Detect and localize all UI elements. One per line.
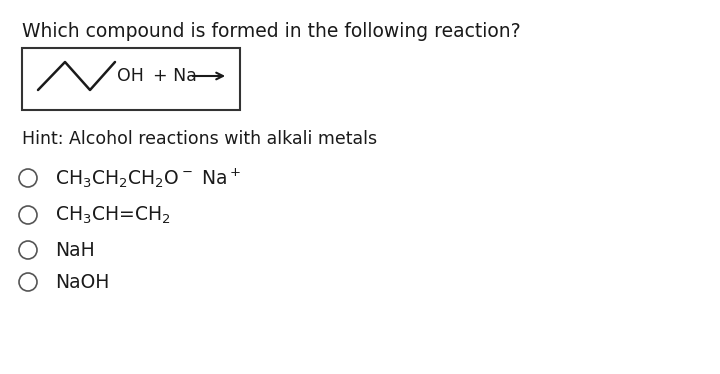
Text: + Na: + Na bbox=[153, 67, 197, 85]
Text: Which compound is formed in the following reaction?: Which compound is formed in the followin… bbox=[22, 22, 521, 41]
Text: CH$_3$CH=CH$_2$: CH$_3$CH=CH$_2$ bbox=[55, 204, 171, 226]
Text: Hint: Alcohol reactions with alkali metals: Hint: Alcohol reactions with alkali meta… bbox=[22, 130, 377, 148]
Bar bbox=[22, 48, 240, 110]
Text: NaOH: NaOH bbox=[55, 273, 109, 291]
Text: NaH: NaH bbox=[55, 240, 95, 260]
Text: OH: OH bbox=[117, 67, 144, 85]
Text: CH$_3$CH$_2$CH$_2$O$^-$ Na$^+$: CH$_3$CH$_2$CH$_2$O$^-$ Na$^+$ bbox=[55, 166, 241, 190]
